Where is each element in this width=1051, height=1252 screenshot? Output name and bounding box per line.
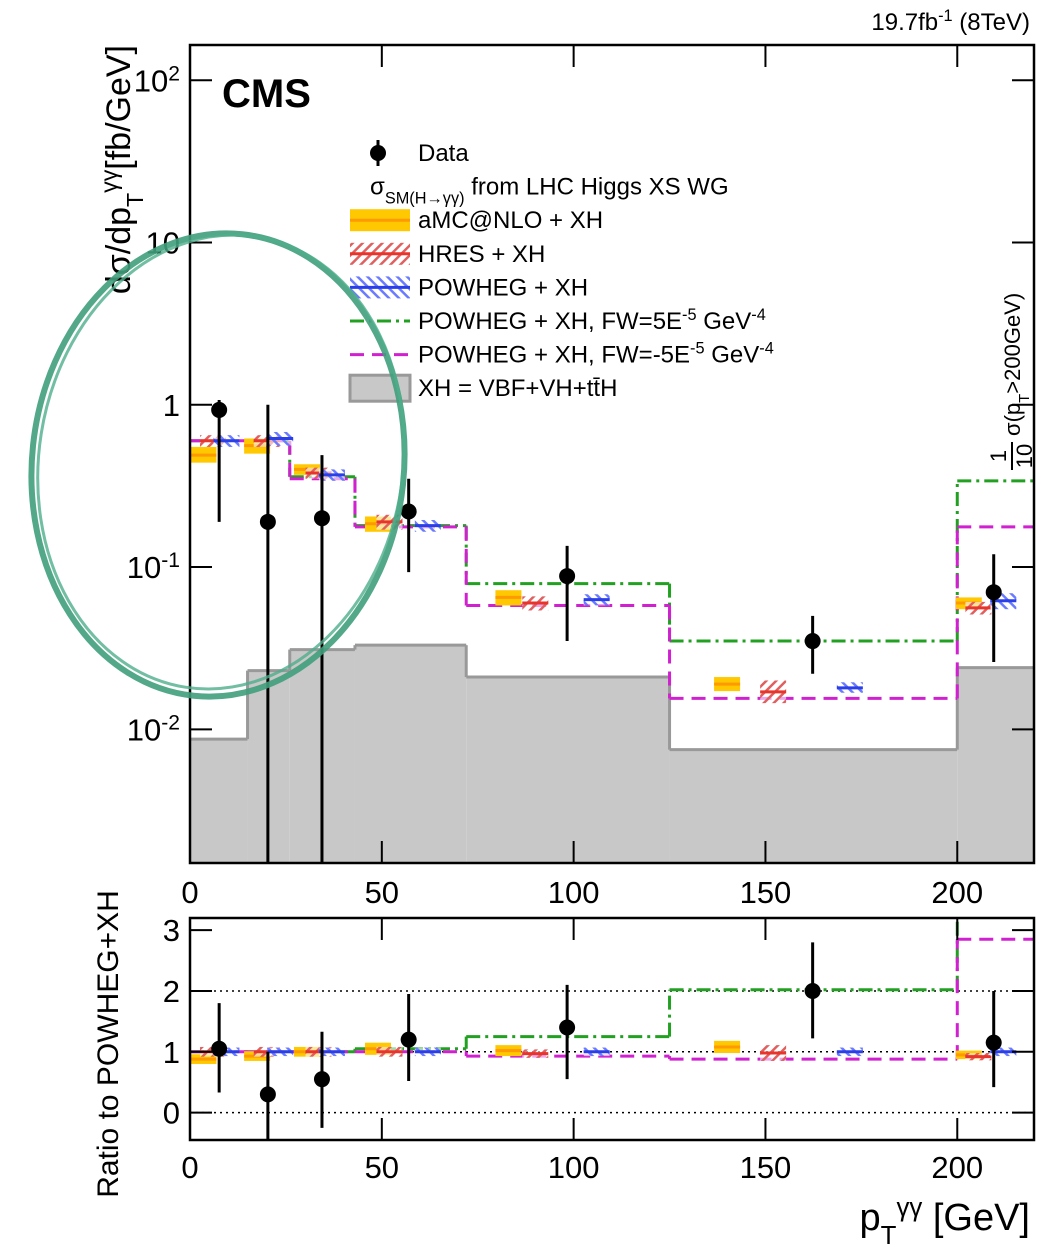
text-part: POWHEG + XH, FW=-5E xyxy=(418,342,690,369)
data-point xyxy=(985,584,1002,601)
plot-area xyxy=(190,400,1034,863)
histogram-bar xyxy=(669,749,958,863)
text-part: dσ/dp xyxy=(100,207,138,294)
text-part: (8TeV) xyxy=(953,9,1030,36)
superscript: -4 xyxy=(751,306,766,324)
y-tick-label: 1 xyxy=(163,388,180,423)
legend-label: POWHEG + XH, FW=-5E-5 GeV-4 xyxy=(418,340,774,369)
subscript: T xyxy=(122,193,148,207)
text-part: >200GeV) xyxy=(1000,293,1025,394)
legend-label: POWHEG + XH, FW=5E-5 GeV-4 xyxy=(418,306,766,335)
data-point xyxy=(400,503,417,520)
text-part: 10 xyxy=(127,712,161,747)
text-part: 10 xyxy=(127,550,161,585)
subscript: SM xyxy=(385,190,409,208)
text-part: p xyxy=(860,1197,881,1239)
x-tick-label: 50 xyxy=(365,1150,399,1185)
legend-symbol xyxy=(370,145,386,161)
x-tick-label: 150 xyxy=(740,1150,792,1185)
x-tick-label: 50 xyxy=(365,875,399,910)
subscript: (H→γγ) xyxy=(409,190,464,208)
data-point xyxy=(211,1040,228,1057)
text-part: σ xyxy=(370,174,385,201)
y-tick-label: 0 xyxy=(163,1096,180,1131)
subscript: T xyxy=(881,1222,897,1250)
data-point xyxy=(259,513,276,530)
text-part: [fb/GeV] xyxy=(100,45,138,170)
x-tick-label: 100 xyxy=(548,875,600,910)
data-point xyxy=(559,568,576,585)
x-axis-label: pTγγ [GeV] xyxy=(860,1194,1030,1250)
data-point xyxy=(804,982,821,999)
plot-frame xyxy=(188,916,1036,1142)
y-tick-label: 2 xyxy=(163,974,180,1009)
superscript: -5 xyxy=(690,340,705,358)
subscript: T xyxy=(1016,394,1033,403)
superscript: γγ xyxy=(96,169,122,193)
legend-header: σSM(H→γγ) from LHC Higgs XS WG xyxy=(370,174,729,208)
data-point xyxy=(559,1019,576,1036)
text-part: GeV xyxy=(697,308,752,335)
x-tick-label: 100 xyxy=(548,1150,600,1185)
text-part: POWHEG + XH, FW=5E xyxy=(418,308,682,335)
y-tick-label: 10-1 xyxy=(127,549,180,586)
y-tick-label: 3 xyxy=(163,913,180,948)
superscript: γγ xyxy=(896,1194,922,1222)
data-point xyxy=(211,401,228,418)
data-point xyxy=(259,1086,276,1103)
data-point xyxy=(804,633,821,650)
superscript: -5 xyxy=(682,306,697,324)
plot-area xyxy=(190,918,1034,1140)
superscript: 2 xyxy=(168,62,180,85)
data-point xyxy=(985,1034,1002,1051)
y-tick-label: 102 xyxy=(134,62,180,99)
overflow-denominator: 10 xyxy=(1012,444,1037,468)
legend-label: aMC@NLO + XH xyxy=(418,207,603,234)
legend-label: Data xyxy=(418,140,469,167)
data-point xyxy=(400,1031,417,1048)
overflow-numerator: 1 xyxy=(986,450,1011,462)
data-point xyxy=(313,1071,330,1088)
y-tick-label: 10-2 xyxy=(127,711,180,748)
y-tick-label: 1 xyxy=(163,1035,180,1070)
overflow-label: 1 10 σ(pT>200GeV) xyxy=(986,293,1037,470)
histogram-bar xyxy=(190,739,248,863)
text-part: [GeV] xyxy=(922,1197,1030,1239)
histogram-bar xyxy=(466,677,670,863)
superscript: -1 xyxy=(938,7,953,25)
text-part: from LHC Higgs XS WG xyxy=(465,174,729,201)
experiment-label: CMS xyxy=(222,72,311,116)
y-axis-label: dσ/dpTγγ[fb/GeV] xyxy=(96,45,148,294)
x-tick-label: 200 xyxy=(931,875,983,910)
luminosity-label: 19.7fb-1 (8TeV) xyxy=(871,7,1030,36)
x-tick-label: 0 xyxy=(181,875,198,910)
x-tick-label: 200 xyxy=(931,1150,983,1185)
legend-label: XH = VBF+VH+tt̄H xyxy=(418,375,617,402)
text-part: σ(p xyxy=(1000,403,1025,436)
legend-label: HRES + XH xyxy=(418,241,545,268)
superscript: -1 xyxy=(161,549,180,572)
x-tick-label: 150 xyxy=(740,875,792,910)
y-axis-label: Ratio to POWHEG+XH xyxy=(92,890,125,1198)
x-tick-label: 0 xyxy=(181,1150,198,1185)
legend-label: POWHEG + XH xyxy=(418,274,588,301)
annotation-ellipse xyxy=(36,233,406,691)
text-part: GeV xyxy=(705,342,760,369)
overflow-text: σ(pT>200GeV) xyxy=(1000,293,1033,436)
histogram-bar xyxy=(354,645,467,863)
text-part: 10 xyxy=(134,63,168,98)
histogram-bar xyxy=(957,667,1034,863)
text-part: 19.7fb xyxy=(871,9,938,36)
data-point xyxy=(313,510,330,527)
superscript: -2 xyxy=(161,711,180,734)
plot-frame xyxy=(188,43,1036,865)
superscript: -4 xyxy=(759,340,774,358)
